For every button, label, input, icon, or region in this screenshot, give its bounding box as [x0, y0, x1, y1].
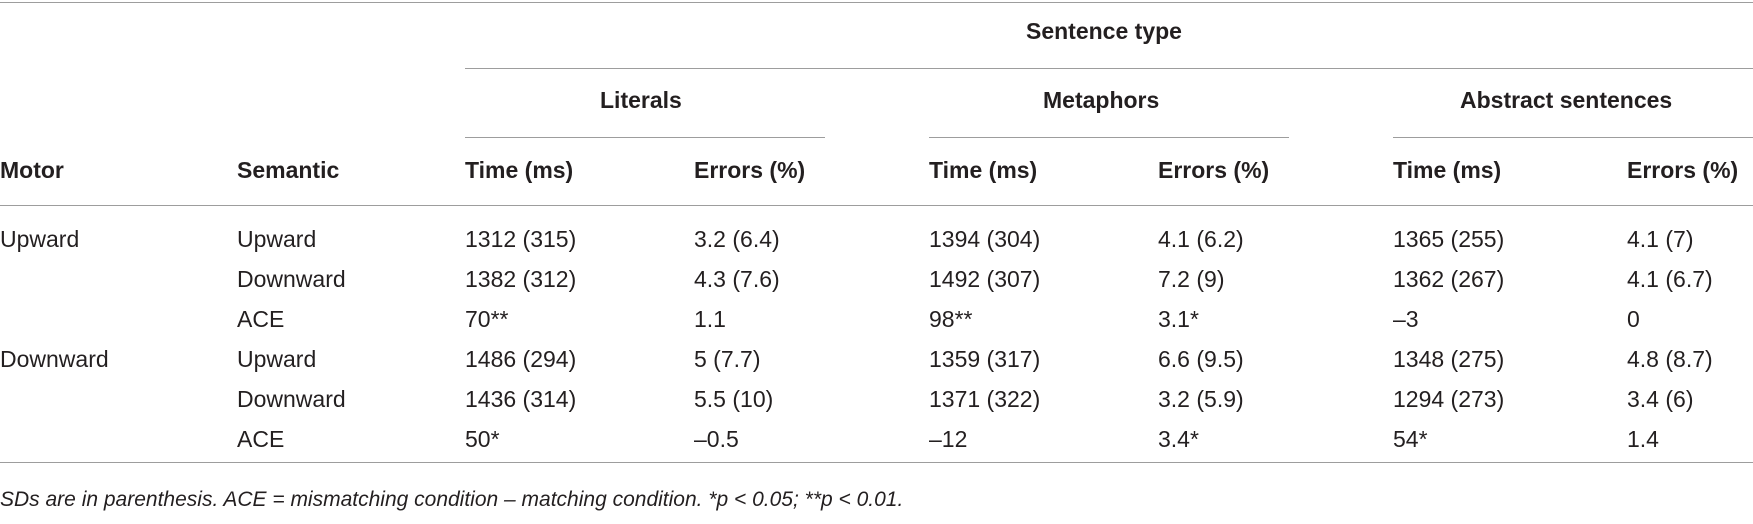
col-header-metaphors-errors: Errors (%)	[1158, 157, 1270, 183]
value-cell: 5.5 (10)	[694, 386, 774, 412]
value-cell: 0	[1627, 306, 1640, 332]
semantic-cell: Upward	[237, 226, 317, 252]
table-footnote: SDs are in parenthesis. ACE = mismatchin…	[0, 488, 904, 511]
col-header-literals-time: Time (ms)	[465, 157, 574, 183]
sentence-type-rule	[465, 68, 1753, 69]
value-cell: –3	[1393, 306, 1419, 332]
value-cell: 1312 (315)	[465, 226, 577, 252]
value-cell: 5 (7.7)	[694, 346, 761, 372]
value-cell: 1359 (317)	[929, 346, 1041, 372]
literals-rule	[465, 137, 825, 138]
group-header: Sentence type	[1026, 18, 1182, 44]
value-cell: –0.5	[694, 426, 739, 452]
value-cell: 3.2 (5.9)	[1158, 386, 1244, 412]
value-cell: 1.1	[694, 306, 726, 332]
semantic-cell: Upward	[237, 346, 317, 372]
value-cell: 7.2 (9)	[1158, 266, 1225, 292]
col-header-abstract-errors: Errors (%)	[1627, 157, 1739, 183]
value-cell: 1348 (275)	[1393, 346, 1505, 372]
row-header-semantic: Semantic	[237, 157, 340, 183]
value-cell: 70**	[465, 306, 509, 332]
abstract-rule	[1393, 137, 1753, 138]
header-rule	[0, 205, 1753, 206]
type-header-metaphors: Metaphors	[1043, 87, 1160, 113]
value-cell: 3.2 (6.4)	[694, 226, 780, 252]
value-cell: 1362 (267)	[1393, 266, 1505, 292]
type-header-literals: Literals	[600, 87, 682, 113]
semantic-cell: ACE	[237, 426, 285, 452]
value-cell: 1365 (255)	[1393, 226, 1505, 252]
value-cell: 4.1 (7)	[1627, 226, 1694, 252]
col-header-abstract-time: Time (ms)	[1393, 157, 1502, 183]
value-cell: 1382 (312)	[465, 266, 577, 292]
value-cell: 98**	[929, 306, 973, 332]
metaphors-rule	[929, 137, 1289, 138]
value-cell: –12	[929, 426, 968, 452]
value-cell: 1492 (307)	[929, 266, 1041, 292]
value-cell: 4.1 (6.7)	[1627, 266, 1713, 292]
col-header-literals-errors: Errors (%)	[694, 157, 806, 183]
motor-cell: Upward	[0, 226, 80, 252]
value-cell: 3.4 (6)	[1627, 386, 1694, 412]
motor-cell: Downward	[0, 346, 109, 372]
value-cell: 3.1*	[1158, 306, 1199, 332]
semantic-cell: ACE	[237, 306, 285, 332]
value-cell: 1436 (314)	[465, 386, 577, 412]
value-cell: 1.4	[1627, 426, 1659, 452]
row-header-motor: Motor	[0, 157, 64, 183]
semantic-cell: Downward	[237, 266, 346, 292]
value-cell: 4.8 (8.7)	[1627, 346, 1713, 372]
value-cell: 1371 (322)	[929, 386, 1041, 412]
value-cell: 6.6 (9.5)	[1158, 346, 1244, 372]
bottom-rule	[0, 462, 1753, 463]
value-cell: 1394 (304)	[929, 226, 1041, 252]
value-cell: 4.1 (6.2)	[1158, 226, 1244, 252]
value-cell: 3.4*	[1158, 426, 1199, 452]
semantic-cell: Downward	[237, 386, 346, 412]
value-cell: 50*	[465, 426, 500, 452]
type-header-abstract: Abstract sentences	[1460, 87, 1673, 113]
value-cell: 54*	[1393, 426, 1428, 452]
top-rule	[0, 2, 1753, 3]
value-cell: 1486 (294)	[465, 346, 577, 372]
col-header-metaphors-time: Time (ms)	[929, 157, 1038, 183]
value-cell: 4.3 (7.6)	[694, 266, 780, 292]
value-cell: 1294 (273)	[1393, 386, 1505, 412]
